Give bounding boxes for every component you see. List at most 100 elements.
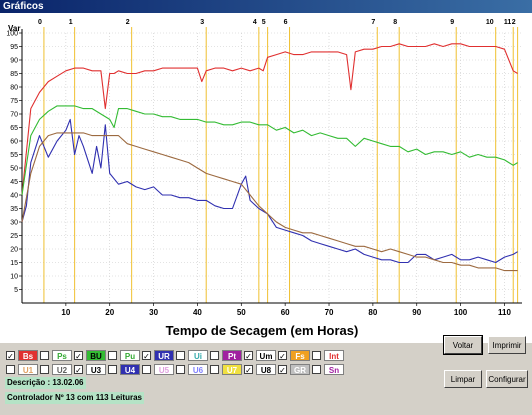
checkbox-box[interactable] [312,364,321,374]
checkbox-box[interactable]: ✓ [278,364,287,375]
marker-label: 0 [38,19,42,26]
legend-label: U3 [86,363,106,375]
x-tick-label: 100 [454,308,468,317]
checkbox-box[interactable] [176,364,185,374]
marker-label: 10 [486,19,494,26]
checkbox-box[interactable] [40,364,49,374]
legend-checkbox-int[interactable]: Int [312,349,344,361]
checkbox-box[interactable]: ✓ [74,350,83,361]
checkbox-box[interactable] [6,364,15,374]
legend-label: U8 [256,363,276,375]
y-tick-label: 65 [10,125,18,132]
checkbox-box[interactable]: ✓ [74,364,83,375]
y-tick-label: 55 [10,152,18,159]
legend-label: Int [324,349,344,361]
x-tick-label: 30 [149,308,158,317]
legend-checkbox-sn[interactable]: Sn [312,363,344,375]
legend-checkbox-ur[interactable]: ✓ UR [142,349,174,361]
legend-label: Um [256,349,276,361]
legend-label: Bs [18,349,38,361]
limpar-button[interactable]: Limpar [444,370,482,388]
checkbox-box[interactable]: ✓ [142,350,151,361]
legend-label: U5 [154,363,174,375]
y-tick-label: 70 [10,112,18,119]
series-line-bu [21,105,518,196]
checkbox-box[interactable] [210,350,219,360]
legend-label: Fs [290,349,310,361]
x-tick-label: 70 [325,308,334,317]
marker-label: 1 [69,19,73,26]
legend-checkbox-u1[interactable]: U1 [6,363,38,375]
voltar-button[interactable]: Voltar [443,335,483,355]
marker-label: 2 [512,19,516,26]
line-chart: 0 1 2 3 4 5 6 7 8 9 10 11 25101520253035404550556065… [6,19,522,338]
legend-label: Ui [188,349,208,361]
checkbox-box[interactable] [40,350,49,360]
checkbox-box[interactable]: ✓ [278,350,287,361]
y-axis-label: Var [8,24,20,33]
series-line-ur [21,118,518,264]
marker-label: 11 [504,19,512,26]
legend-label: U4 [120,363,140,375]
y-tick-label: 75 [10,98,18,105]
marker-label: 4 [253,19,257,26]
x-tick-label: 110 [498,308,511,317]
y-tick-label: 40 [10,193,18,200]
legend-checkbox-u7[interactable]: U7 [210,363,242,375]
checkbox-box[interactable] [108,350,117,360]
legend-label: Pt [222,349,242,361]
y-tick-label: 25 [10,233,18,240]
legend-checkbox-fs[interactable]: ✓ Fs [278,349,310,361]
y-tick-label: 50 [10,166,18,173]
checkbox-box[interactable]: ✓ [244,350,253,361]
marker-label: 9 [450,19,454,26]
checkbox-box[interactable] [142,364,151,374]
legend-checkbox-um[interactable]: ✓ Um [244,349,276,361]
legend-checkbox-bu[interactable]: ✓ BU [74,349,106,361]
legend-checkbox-ps[interactable]: Ps [40,349,72,361]
y-tick-label: 100 [6,31,18,38]
checkbox-box[interactable]: ✓ [244,364,253,375]
x-tick-label: 20 [105,308,114,317]
legend-checkbox-u2[interactable]: U2 [40,363,72,375]
legend-checkbox-bs[interactable]: ✓ Bs [6,349,38,361]
series-line-bs [21,43,518,196]
legend-checkbox-ui[interactable]: Ui [176,349,208,361]
legend-label: BU [86,349,106,361]
legend-checkbox-u4[interactable]: U4 [108,363,140,375]
legend-checkbox-pu[interactable]: Pu [108,349,140,361]
y-tick-label: 85 [10,71,18,78]
checkbox-box[interactable] [176,350,185,360]
legend-label: U7 [222,363,242,375]
chart-panel: 0 1 2 3 4 5 6 7 8 9 10 11 2 5 10 15 20 25 30 35 40 45 50 55 60 65… [0,13,532,343]
x-tick-label: 50 [237,308,246,317]
legend-label: Pu [120,349,140,361]
y-tick-label: 45 [10,179,18,186]
configurar-button[interactable]: Configurar [486,370,528,388]
checkbox-box[interactable]: ✓ [6,350,15,361]
legend-label: UR [154,349,174,361]
controller-text: Controlador Nº 13 com 113 Leituras [5,392,144,404]
y-tick-label: 60 [10,139,18,146]
legend-checkbox-u8[interactable]: ✓ U8 [244,363,276,375]
y-tick-label: 95 [10,44,18,51]
x-tick-label: 60 [281,308,290,317]
x-axis-label: Tempo de Secagem (em Horas) [166,323,359,338]
series-line-um [21,132,518,272]
checkbox-box[interactable] [210,364,219,374]
legend-checkbox-u3[interactable]: ✓ U3 [74,363,106,375]
legend-checkbox-u5[interactable]: U5 [142,363,174,375]
checkbox-box[interactable] [312,350,321,360]
legend-label: U2 [52,363,72,375]
y-tick-label: 20 [10,247,18,254]
imprimir-button[interactable]: Imprimir [488,336,526,354]
legend-checkbox-gr[interactable]: ✓ GR [278,363,310,375]
description-text: Descrição : 13.02.06 [5,377,86,389]
y-tick-label: 90 [10,58,18,65]
legend-label: Sn [324,363,344,375]
checkbox-box[interactable] [108,364,117,374]
legend-checkbox-u6[interactable]: U6 [176,363,208,375]
x-tick-label: 80 [368,308,377,317]
legend-checkbox-pt[interactable]: Pt [210,349,242,361]
legend-label: U6 [188,363,208,375]
